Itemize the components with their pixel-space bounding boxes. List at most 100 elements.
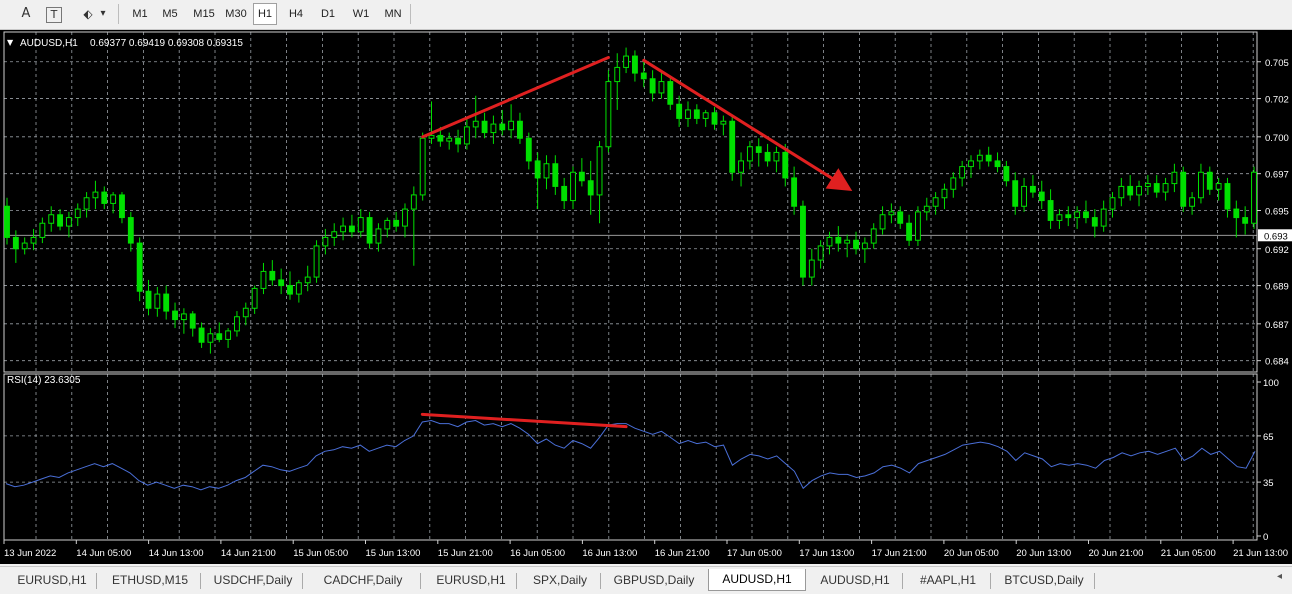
- candle: [304, 265, 311, 292]
- time-tick-label: 14 Jun 05:00: [76, 548, 131, 559]
- candle: [172, 302, 178, 329]
- timeframe-m15-button[interactable]: M15: [193, 8, 215, 20]
- chart-tab[interactable]: AUDUSD,H1: [820, 573, 890, 587]
- candle: [570, 166, 576, 210]
- chart-tab[interactable]: USDCHF,Daily: [213, 573, 293, 587]
- price-tick-label: 0.702: [1265, 95, 1289, 106]
- tab-divider: [96, 573, 97, 589]
- candle: [764, 143, 771, 167]
- chart-menu-arrow-icon[interactable]: ▼: [7, 38, 14, 47]
- price-tick-label: 0.692: [1265, 245, 1289, 256]
- candle: [950, 172, 957, 198]
- candle: [446, 132, 453, 150]
- candle: [720, 115, 727, 136]
- candle: [366, 211, 373, 249]
- candle: [1162, 177, 1169, 201]
- timeframe-h1-button[interactable]: H1: [253, 3, 277, 25]
- candle: [1251, 166, 1257, 229]
- candle: [870, 223, 877, 249]
- candle: [490, 115, 497, 144]
- candle: [340, 217, 347, 241]
- candle: [39, 217, 46, 244]
- candle: [1100, 200, 1107, 232]
- chart-toolbar: A T ⬖ ▾ M1 M5 M15 M30 H1 H4 D1 W1 MN: [0, 0, 1292, 30]
- candle: [21, 237, 28, 255]
- chart-tab[interactable]: AUDUSD,H1: [708, 569, 806, 591]
- candle: [640, 61, 647, 88]
- candle: [65, 211, 72, 238]
- candle: [260, 262, 267, 295]
- symbol-label: AUDUSD,H1: [20, 38, 78, 49]
- chart-tab[interactable]: GBPUSD,Daily: [613, 573, 695, 587]
- trend-line[interactable]: [420, 412, 628, 429]
- candle: [649, 70, 656, 102]
- trend-line[interactable]: [421, 56, 610, 139]
- text-tool-button[interactable]: A: [21, 6, 31, 21]
- candle: [738, 152, 744, 187]
- candle: [561, 177, 568, 210]
- timeframe-h4-button[interactable]: H4: [288, 8, 304, 20]
- price-tick-label: 0.695: [1265, 207, 1289, 218]
- candle: [101, 186, 108, 210]
- timeframe-d1-button[interactable]: D1: [320, 8, 336, 20]
- time-tick-label: 15 Jun 13:00: [366, 548, 421, 559]
- timeframe-m5-button[interactable]: M5: [162, 8, 178, 20]
- candle: [605, 70, 612, 153]
- timeframe-w1-button[interactable]: W1: [352, 8, 370, 20]
- time-tick-label: 17 Jun 05:00: [727, 548, 782, 559]
- timeframe-m1-button[interactable]: M1: [132, 8, 148, 20]
- time-tick-label: 16 Jun 21:00: [655, 548, 710, 559]
- candle: [906, 214, 913, 246]
- candlestick-series: [4, 47, 1257, 354]
- candle: [74, 203, 81, 227]
- candle: [4, 197, 10, 245]
- candle: [1047, 189, 1054, 229]
- time-tick-label: 17 Jun 13:00: [799, 548, 854, 559]
- candle: [313, 240, 320, 283]
- chart-canvas[interactable]: 0.705 0.702 0.700 0.697 0.695 0.692 0.689 0.687…: [0, 30, 1292, 564]
- chart-tab[interactable]: SPX,Daily: [532, 573, 588, 587]
- candle: [1171, 163, 1178, 193]
- rsi-tick-label: 35: [1263, 478, 1274, 489]
- timeframe-mn-button[interactable]: MN: [384, 8, 402, 20]
- chart-tab[interactable]: EURUSD,H1: [436, 573, 506, 587]
- tab-divider: [600, 573, 601, 589]
- candle: [472, 95, 479, 139]
- candle: [525, 132, 532, 170]
- candle: [92, 180, 99, 210]
- rsi-panel-frame: [3, 373, 1258, 541]
- time-tick-label: 20 Jun 05:00: [944, 548, 999, 559]
- tab-divider: [990, 573, 991, 589]
- chart-tab[interactable]: EURUSD,H1: [17, 573, 87, 587]
- candle: [1180, 166, 1187, 212]
- scroll-left-icon[interactable]: ◂: [1276, 571, 1282, 582]
- candle: [702, 109, 709, 127]
- chart-tab[interactable]: BTCUSD,Daily: [1004, 573, 1084, 587]
- candle: [295, 279, 302, 303]
- candle: [269, 260, 276, 286]
- candle: [614, 53, 621, 110]
- current-price-marker: [1258, 229, 1292, 242]
- candle: [375, 223, 382, 252]
- shapes-tool-button[interactable]: ⬖: [83, 7, 93, 21]
- text-label-tool-button[interactable]: T: [46, 7, 62, 23]
- price-tick-label: 0.705: [1265, 58, 1289, 69]
- timeframe-m30-button[interactable]: M30: [225, 8, 247, 20]
- chart-tab[interactable]: #AAPL,H1: [919, 573, 977, 587]
- candle: [180, 308, 187, 334]
- chart-tab[interactable]: ETHUSD,M15: [111, 573, 188, 587]
- trend-arrow[interactable]: [642, 58, 853, 192]
- candle: [1242, 206, 1249, 235]
- time-tick-label: 16 Jun 05:00: [510, 548, 565, 559]
- chart-tab[interactable]: CADCHF,Daily: [323, 573, 403, 587]
- trendline-annotations[interactable]: [420, 56, 853, 429]
- candle: [994, 152, 1001, 173]
- chevron-down-icon[interactable]: ▾: [100, 8, 106, 19]
- candle: [357, 209, 364, 238]
- tab-divider: [1094, 573, 1095, 589]
- price-panel-frame: [3, 31, 1258, 373]
- candle: [879, 206, 886, 235]
- chart-area[interactable]: 0.705 0.702 0.700 0.697 0.695 0.692 0.689 0.687…: [0, 30, 1292, 564]
- candle: [30, 228, 37, 251]
- candle: [959, 160, 966, 187]
